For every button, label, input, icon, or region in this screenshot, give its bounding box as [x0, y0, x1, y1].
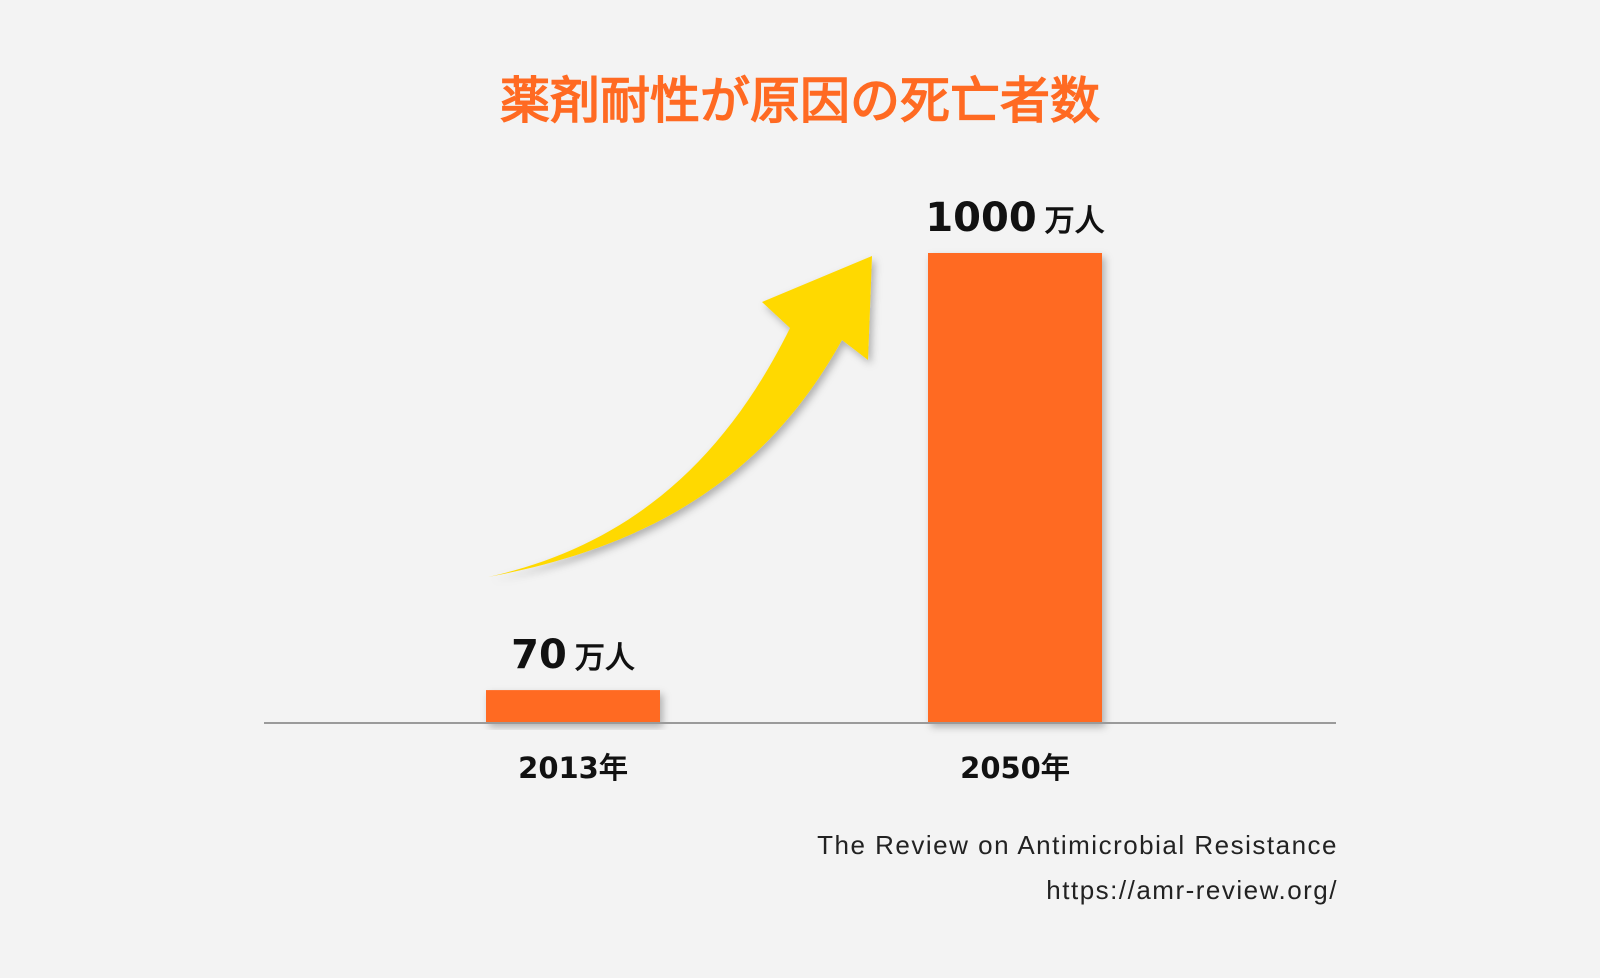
source-name: The Review on Antimicrobial Resistance — [817, 830, 1338, 860]
bars-group — [486, 253, 1102, 723]
x-tick-label-1: 2050年 — [960, 751, 1070, 785]
bar-1 — [928, 253, 1102, 723]
curved-up-arrow-icon — [488, 256, 872, 577]
source-url: https://amr-review.org/ — [1046, 875, 1338, 905]
chart-title: 薬剤耐性が原因の死亡者数 — [500, 72, 1100, 130]
data-label-value: 70 — [511, 632, 567, 678]
data-label-1: 1000 万人 — [925, 195, 1104, 241]
data-label-unit: 万人 — [575, 641, 635, 676]
x-tick-label-0: 2013年 — [518, 751, 628, 785]
data-label-unit: 万人 — [1045, 204, 1105, 239]
bar-0 — [486, 690, 660, 723]
data-label-value: 1000 — [925, 195, 1036, 241]
data-label-0: 70 万人 — [511, 632, 635, 678]
